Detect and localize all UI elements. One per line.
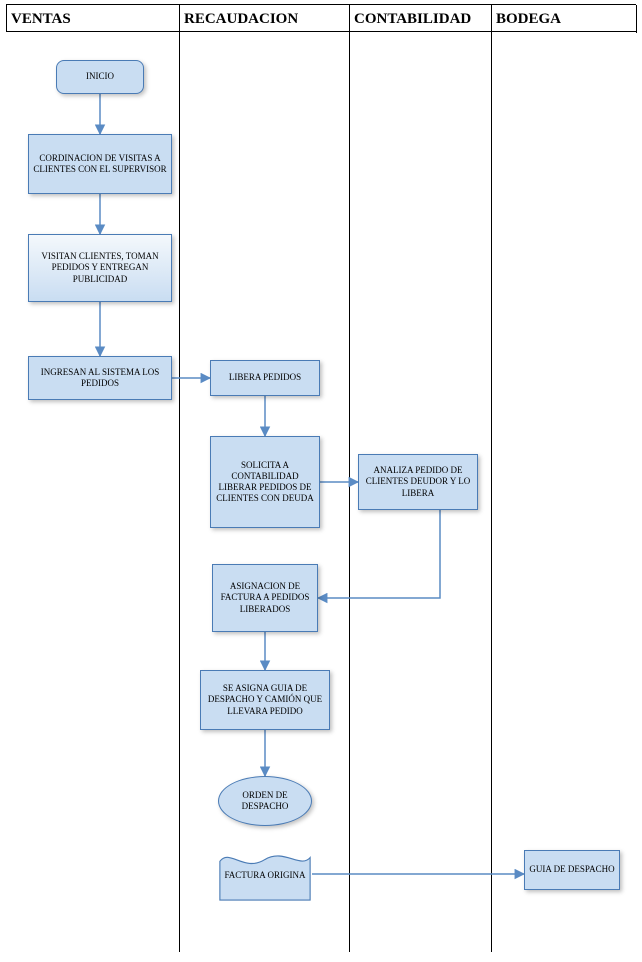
header-row: VENTAS RECAUDACION CONTABILIDAD BODEGA	[6, 4, 636, 32]
lane-divider-2	[349, 32, 350, 952]
node-libera: LIBERA PEDIDOS	[210, 360, 320, 396]
lane-divider-3	[491, 32, 492, 952]
node-solicita: SOLICITA A CONTABILIDAD LIBERAR PEDIDOS …	[210, 436, 320, 528]
node-factura-label: FACTURA ORIGINA	[218, 870, 311, 881]
node-guia-despacho: GUIA DE DESPACHO	[524, 850, 620, 890]
node-orden-despacho: ORDEN DE DESPACHO	[218, 776, 312, 826]
header-recaudacion: RECAUDACION	[180, 5, 350, 33]
node-asigfact: ASIGNACION DE FACTURA A PEDIDOS LIBERADO…	[212, 564, 318, 632]
swimlane-flowchart: VENTAS RECAUDACION CONTABILIDAD BODEGA I…	[0, 0, 642, 962]
node-asigguia: SE ASIGNA GUIA DE DESPACHO Y CAMIÓN QUE …	[200, 670, 330, 730]
node-inicio: INICIO	[56, 60, 144, 94]
node-factura-origina: FACTURA ORIGINA	[218, 850, 312, 902]
node-visitan: VISITAN CLIENTES, TOMAN PEDIDOS Y ENTREG…	[28, 234, 172, 302]
lane-divider-1	[179, 32, 180, 952]
node-analiza: ANALIZA PEDIDO DE CLIENTES DEUDOR Y LO L…	[358, 454, 478, 510]
node-ingresan: INGRESAN AL SISTEMA LOS PEDIDOS	[28, 356, 172, 400]
header-ventas: VENTAS	[7, 5, 180, 33]
header-contabilidad: CONTABILIDAD	[350, 5, 492, 33]
node-coord: CORDINACION DE VISITAS A CLIENTES CON EL…	[28, 134, 172, 194]
header-bodega: BODEGA	[492, 5, 637, 33]
